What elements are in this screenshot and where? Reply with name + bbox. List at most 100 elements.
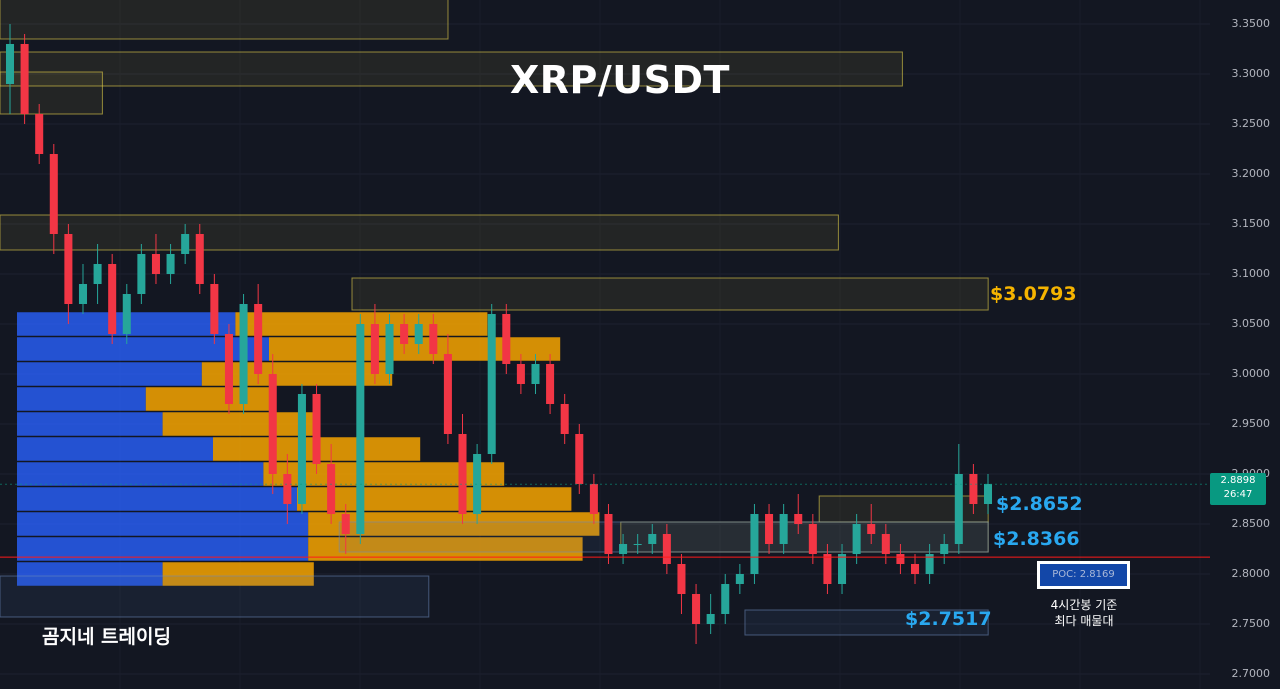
y-tick-label: 2.8000 bbox=[1231, 567, 1271, 580]
candle-down bbox=[546, 364, 555, 404]
candle-down bbox=[268, 374, 277, 474]
candle-down bbox=[210, 284, 219, 334]
supply-zone bbox=[351, 277, 989, 311]
candle-up bbox=[954, 474, 963, 544]
candle-down bbox=[808, 524, 817, 554]
candle-up bbox=[414, 324, 423, 344]
y-tick-label: 3.2500 bbox=[1231, 117, 1271, 130]
candle-up bbox=[779, 514, 788, 544]
demand-zone bbox=[0, 575, 430, 618]
volume-profile-buy-bar bbox=[17, 562, 163, 586]
candle-up bbox=[356, 324, 365, 534]
volume-profile-buy-bar bbox=[17, 387, 146, 411]
current-price-badge: 2.8898 26:47 bbox=[1210, 473, 1266, 505]
candle-up bbox=[5, 44, 15, 84]
supply-zone bbox=[0, 51, 903, 87]
candle-down bbox=[560, 404, 569, 434]
support-level-1-label: $2.8652 bbox=[996, 493, 1083, 515]
volume-profile-sell-bar bbox=[308, 512, 600, 536]
candle-up bbox=[473, 454, 482, 514]
volume-profile-sell-bar bbox=[145, 387, 275, 411]
candle-down bbox=[677, 564, 686, 594]
candle-down bbox=[589, 484, 598, 514]
candle-down bbox=[662, 534, 671, 564]
y-tick-label: 3.3500 bbox=[1231, 17, 1271, 30]
candle-down bbox=[151, 254, 160, 274]
candle-up bbox=[78, 284, 87, 304]
candle-down bbox=[969, 474, 978, 504]
candle-down bbox=[341, 514, 350, 534]
candle-up bbox=[619, 544, 628, 554]
volume-profile-sell-bar bbox=[297, 487, 572, 511]
candle-up bbox=[648, 534, 657, 544]
volume-profile-sell-bar bbox=[162, 562, 314, 586]
current-price-value: 2.8898 bbox=[1220, 475, 1256, 486]
support-level-3-label: $2.7517 bbox=[905, 608, 992, 630]
volume-profile-buy-bar bbox=[17, 437, 213, 461]
volume-profile-sell-bar bbox=[162, 412, 314, 436]
candle-up bbox=[93, 264, 102, 284]
watermark-text: 곰지네 트레이딩 bbox=[42, 626, 171, 648]
candle-up bbox=[940, 544, 949, 554]
candle-down bbox=[400, 324, 409, 344]
y-tick-label: 3.1500 bbox=[1231, 217, 1271, 230]
candle-down bbox=[20, 44, 29, 114]
resistance-level-label: $3.0793 bbox=[990, 283, 1077, 305]
volume-profile-sell-bar bbox=[308, 537, 583, 561]
candle-down bbox=[443, 354, 452, 434]
candle-down bbox=[458, 434, 467, 514]
volume-profile-sell-bar bbox=[263, 462, 505, 486]
candle-down bbox=[254, 304, 263, 374]
candle-up bbox=[721, 584, 730, 614]
candle-down bbox=[867, 524, 876, 534]
supply-zone bbox=[0, 0, 449, 40]
candle-up bbox=[122, 294, 131, 334]
supply-zone bbox=[0, 71, 103, 115]
poc-note-line-2: 최다 매물대 bbox=[1054, 614, 1114, 628]
volume-profile-sell-bar bbox=[269, 337, 561, 361]
volume-profile-buy-bar bbox=[17, 537, 309, 561]
candle-up bbox=[852, 524, 861, 554]
candle-up bbox=[735, 574, 744, 584]
candle-up bbox=[750, 514, 759, 574]
candle-countdown: 26:47 bbox=[1223, 489, 1253, 500]
candle-down bbox=[881, 534, 890, 554]
candle-down bbox=[429, 324, 438, 354]
candle-up bbox=[181, 234, 190, 254]
volume-profile-sell-bar bbox=[201, 362, 393, 386]
poc-note-line-1: 4시간봉 기준 bbox=[1050, 598, 1118, 612]
volume-profile-buy-bar bbox=[17, 412, 163, 436]
candle-up bbox=[487, 314, 496, 454]
volume-profile-buy-bar bbox=[17, 487, 297, 511]
candle-down bbox=[327, 464, 336, 514]
chart-title: XRP/USDT bbox=[510, 58, 730, 102]
support-level-2-label: $2.8366 bbox=[993, 528, 1080, 550]
poc-badge: POC: 2.8169 bbox=[1037, 561, 1130, 589]
candle-up bbox=[838, 554, 847, 584]
candle-up bbox=[166, 254, 175, 274]
candle-down bbox=[502, 314, 511, 364]
poc-note: 4시간봉 기준 최다 매물대 bbox=[1028, 597, 1140, 629]
candle-up bbox=[531, 364, 540, 384]
candle-down bbox=[224, 334, 233, 404]
y-tick-label: 2.7000 bbox=[1231, 667, 1271, 680]
candle-down bbox=[765, 514, 774, 544]
candle-down bbox=[195, 234, 204, 284]
candle-down bbox=[370, 324, 379, 374]
candle-up bbox=[297, 394, 306, 504]
candlesticks bbox=[5, 24, 993, 644]
volume-profile-buy-bar bbox=[17, 462, 264, 486]
y-tick-label: 3.2000 bbox=[1231, 167, 1271, 180]
y-tick-label: 3.0500 bbox=[1231, 317, 1271, 330]
demand-zone bbox=[744, 609, 989, 636]
volume-profile bbox=[17, 312, 600, 586]
y-tick-label: 3.3000 bbox=[1231, 67, 1271, 80]
candle-down bbox=[896, 554, 905, 564]
y-tick-label: 2.9500 bbox=[1231, 417, 1271, 430]
y-tick-label: 3.1000 bbox=[1231, 267, 1271, 280]
candle-down bbox=[108, 264, 117, 334]
supply-zone bbox=[0, 214, 839, 251]
candle-up bbox=[385, 324, 394, 374]
candle-down bbox=[49, 154, 58, 234]
volume-profile-buy-bar bbox=[17, 512, 309, 536]
